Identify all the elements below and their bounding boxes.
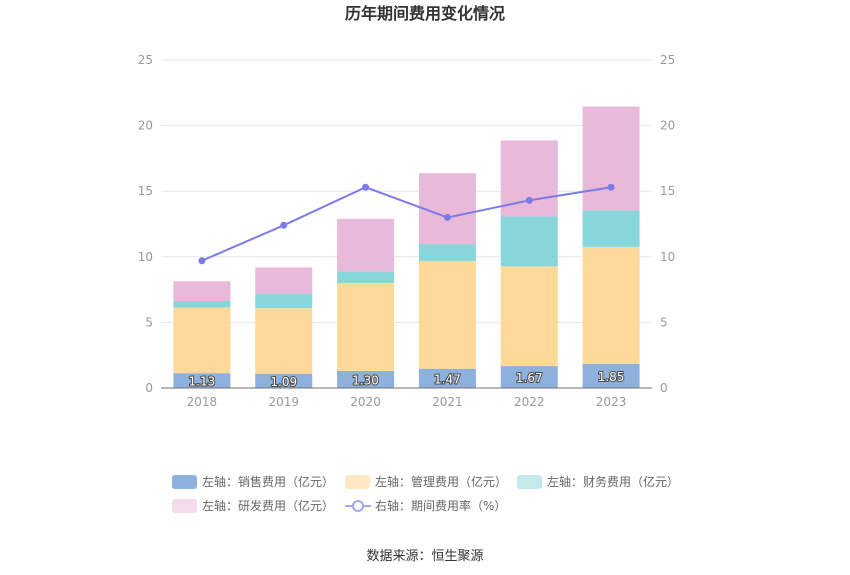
- bar-segment: [337, 370, 395, 388]
- y-left-tick-label: 25: [138, 53, 153, 67]
- bar-segment: [500, 266, 558, 367]
- bar-segment: [255, 308, 313, 374]
- x-tick-label: 2019: [268, 395, 299, 409]
- legend-label: 右轴：期间费用率（%）: [375, 498, 506, 513]
- bar-segment: [337, 271, 395, 284]
- bar-segment: [173, 307, 231, 374]
- y-right-tick-label: 15: [660, 184, 675, 198]
- x-tick-label: 2021: [432, 395, 463, 409]
- grid-lines: [161, 59, 652, 323]
- x-axis: 2018 2019 2020 2021 2022 2023: [161, 387, 652, 409]
- legend-swatch-icon: [172, 499, 197, 513]
- rate-point: [525, 196, 533, 204]
- bar-segment: [418, 261, 476, 369]
- y-right-tick-label: 25: [660, 53, 675, 67]
- legend-label: 左轴：财务费用（亿元）: [547, 474, 679, 489]
- rate-point: [443, 213, 451, 221]
- bar-segment: [337, 283, 395, 371]
- rate-point: [280, 221, 288, 229]
- x-tick-label: 2018: [187, 395, 218, 409]
- data-source: 数据来源：恒生聚源: [366, 549, 483, 564]
- y-right-tick-label: 5: [660, 315, 668, 329]
- legend-label: 左轴：销售费用（亿元）: [202, 474, 334, 489]
- bar-value-label: 1.09: [270, 375, 297, 389]
- bar-segment: [582, 106, 640, 211]
- bar-segment: [418, 173, 476, 245]
- bars: 1.13 1.09 1.30 1.47 1.67 1.85: [173, 106, 640, 390]
- legend-swatch-icon: [172, 475, 197, 489]
- rate-point: [362, 183, 370, 191]
- y-right-tick-label: 10: [660, 250, 675, 264]
- y-left-tick-label: 5: [145, 315, 153, 329]
- rate-line: [201, 186, 612, 262]
- x-tick-label: 2020: [350, 395, 381, 409]
- y-axis-left: 0 5 10 15 20 25: [138, 53, 153, 395]
- bar-segment: [582, 363, 640, 388]
- y-right-tick-label: 0: [660, 381, 668, 395]
- y-left-tick-label: 0: [145, 381, 153, 395]
- legend-marker-icon: [352, 500, 364, 512]
- bar-value-label: 1.67: [516, 371, 543, 385]
- rate-point: [607, 183, 615, 191]
- bar-segment: [582, 210, 640, 247]
- bar-segment: [582, 246, 640, 364]
- y-axis-right: 0 5 10 15 20 25: [660, 53, 675, 395]
- bar-value-label: 1.85: [598, 370, 625, 384]
- bar-value-label: 1.47: [434, 372, 461, 386]
- rate-line-series: [198, 183, 615, 265]
- legend-swatch-icon: [517, 475, 542, 489]
- chart-title: 历年期间费用变化情况: [345, 4, 505, 23]
- bar-segment: [255, 293, 313, 309]
- x-tick-label: 2023: [596, 395, 627, 409]
- bar-segment: [255, 373, 313, 388]
- bar-segment: [255, 267, 313, 294]
- y-left-tick-label: 20: [138, 119, 153, 133]
- bar-segment: [173, 281, 231, 302]
- bar-value-label: 1.30: [352, 373, 379, 387]
- bar-segment: [173, 301, 231, 308]
- bar-segment: [173, 373, 231, 388]
- legend[interactable]: 左轴：销售费用（亿元） 左轴：管理费用（亿元） 左轴：财务费用（亿元） 左轴：研发费用…: [172, 474, 679, 513]
- rate-point: [198, 257, 206, 265]
- legend-label: 左轴：管理费用（亿元）: [375, 474, 507, 489]
- bar-value-label: 1.13: [189, 375, 216, 389]
- bar-segment: [500, 216, 558, 267]
- y-left-tick-label: 15: [138, 184, 153, 198]
- legend-label: 左轴：研发费用（亿元）: [202, 498, 334, 513]
- y-right-tick-label: 20: [660, 119, 675, 133]
- bar-segment: [500, 366, 558, 388]
- legend-swatch-icon: [345, 475, 370, 489]
- bar-segment: [418, 244, 476, 262]
- x-tick-label: 2022: [514, 395, 545, 409]
- bar-segment: [418, 368, 476, 388]
- y-left-tick-label: 10: [138, 250, 153, 264]
- bar-segment: [337, 218, 395, 272]
